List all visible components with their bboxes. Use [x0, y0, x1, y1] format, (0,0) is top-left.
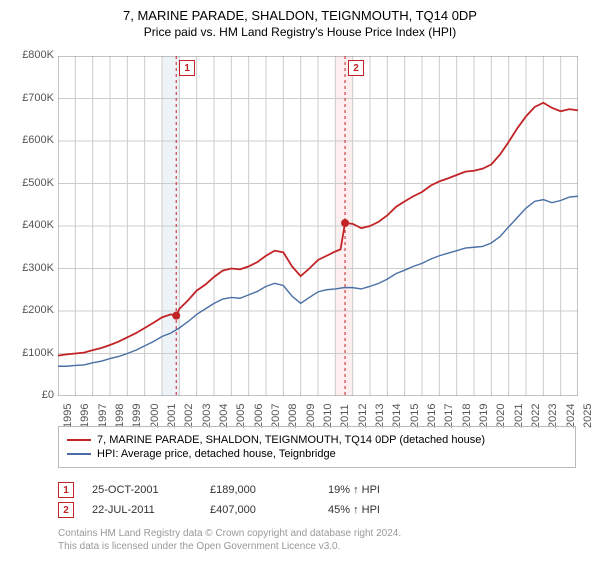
- legend-label: 7, MARINE PARADE, SHALDON, TEIGNMOUTH, T…: [97, 434, 485, 446]
- x-tick-label: 2006: [253, 404, 265, 428]
- y-tick-label: £300K: [4, 262, 54, 274]
- y-tick-label: £500K: [4, 177, 54, 189]
- x-tick-label: 2000: [149, 404, 161, 428]
- legend: 7, MARINE PARADE, SHALDON, TEIGNMOUTH, T…: [58, 426, 576, 468]
- trade-date: 25-OCT-2001: [92, 484, 192, 496]
- x-tick-label: 2012: [357, 404, 369, 428]
- page-title: 7, MARINE PARADE, SHALDON, TEIGNMOUTH, T…: [0, 8, 600, 23]
- trade-diff: 19% ↑ HPI: [328, 484, 428, 496]
- sale-badge: 1: [179, 60, 195, 76]
- x-tick-label: 2015: [409, 404, 421, 428]
- x-tick-label: 2009: [305, 404, 317, 428]
- trade-row: 1 25-OCT-2001 £189,000 19% ↑ HPI: [58, 482, 428, 498]
- x-tick-label: 2002: [183, 404, 195, 428]
- trade-row: 2 22-JUL-2011 £407,000 45% ↑ HPI: [58, 502, 428, 518]
- x-tick-label: 2005: [235, 404, 247, 428]
- x-tick-label: 2008: [287, 404, 299, 428]
- x-tick-label: 2007: [270, 404, 282, 428]
- x-tick-label: 2023: [547, 404, 559, 428]
- chart-svg: [58, 56, 578, 396]
- legend-item: HPI: Average price, detached house, Teig…: [67, 448, 567, 460]
- trade-price: £407,000: [210, 504, 310, 516]
- page-subtitle: Price paid vs. HM Land Registry's House …: [0, 25, 600, 39]
- plot-area: 12: [58, 56, 578, 396]
- x-tick-label: 2003: [201, 404, 213, 428]
- x-tick-label: 1998: [114, 404, 126, 428]
- x-tick-label: 2010: [322, 404, 334, 428]
- x-tick-label: 2019: [478, 404, 490, 428]
- x-tick-label: 1995: [62, 404, 74, 428]
- x-tick-label: 2021: [513, 404, 525, 428]
- x-tick-label: 2025: [582, 404, 594, 428]
- trade-price: £189,000: [210, 484, 310, 496]
- trade-marker: 1: [58, 482, 74, 498]
- x-tick-label: 2004: [218, 404, 230, 428]
- x-tick-label: 2011: [339, 404, 351, 428]
- x-tick-label: 1997: [97, 404, 109, 428]
- y-tick-label: £400K: [4, 219, 54, 231]
- y-tick-label: £700K: [4, 92, 54, 104]
- y-tick-label: £800K: [4, 49, 54, 61]
- trade-diff: 45% ↑ HPI: [328, 504, 428, 516]
- legend-swatch: [67, 439, 91, 441]
- trade-marker: 2: [58, 502, 74, 518]
- x-tick-label: 2022: [530, 404, 542, 428]
- legend-item: 7, MARINE PARADE, SHALDON, TEIGNMOUTH, T…: [67, 434, 567, 446]
- x-tick-label: 2020: [495, 404, 507, 428]
- footer-line: Contains HM Land Registry data © Crown c…: [58, 528, 401, 541]
- x-tick-label: 2017: [443, 404, 455, 428]
- y-tick-label: £200K: [4, 304, 54, 316]
- x-tick-label: 1999: [131, 404, 143, 428]
- y-tick-label: £600K: [4, 134, 54, 146]
- y-tick-label: £0: [4, 389, 54, 401]
- chart-container: 7, MARINE PARADE, SHALDON, TEIGNMOUTH, T…: [0, 8, 600, 568]
- footer-attribution: Contains HM Land Registry data © Crown c…: [58, 528, 401, 553]
- x-tick-label: 2014: [391, 404, 403, 428]
- trade-date: 22-JUL-2011: [92, 504, 192, 516]
- x-tick-label: 2013: [374, 404, 386, 428]
- sale-badge: 2: [348, 60, 364, 76]
- x-tick-label: 2024: [565, 404, 577, 428]
- y-tick-label: £100K: [4, 347, 54, 359]
- x-tick-label: 1996: [79, 404, 91, 428]
- x-tick-label: 2001: [166, 404, 178, 428]
- legend-label: HPI: Average price, detached house, Teig…: [97, 448, 336, 460]
- footer-line: This data is licensed under the Open Gov…: [58, 541, 401, 554]
- trades-table: 1 25-OCT-2001 £189,000 19% ↑ HPI 2 22-JU…: [58, 478, 428, 522]
- x-tick-label: 2018: [461, 404, 473, 428]
- legend-swatch: [67, 453, 91, 455]
- x-tick-label: 2016: [426, 404, 438, 428]
